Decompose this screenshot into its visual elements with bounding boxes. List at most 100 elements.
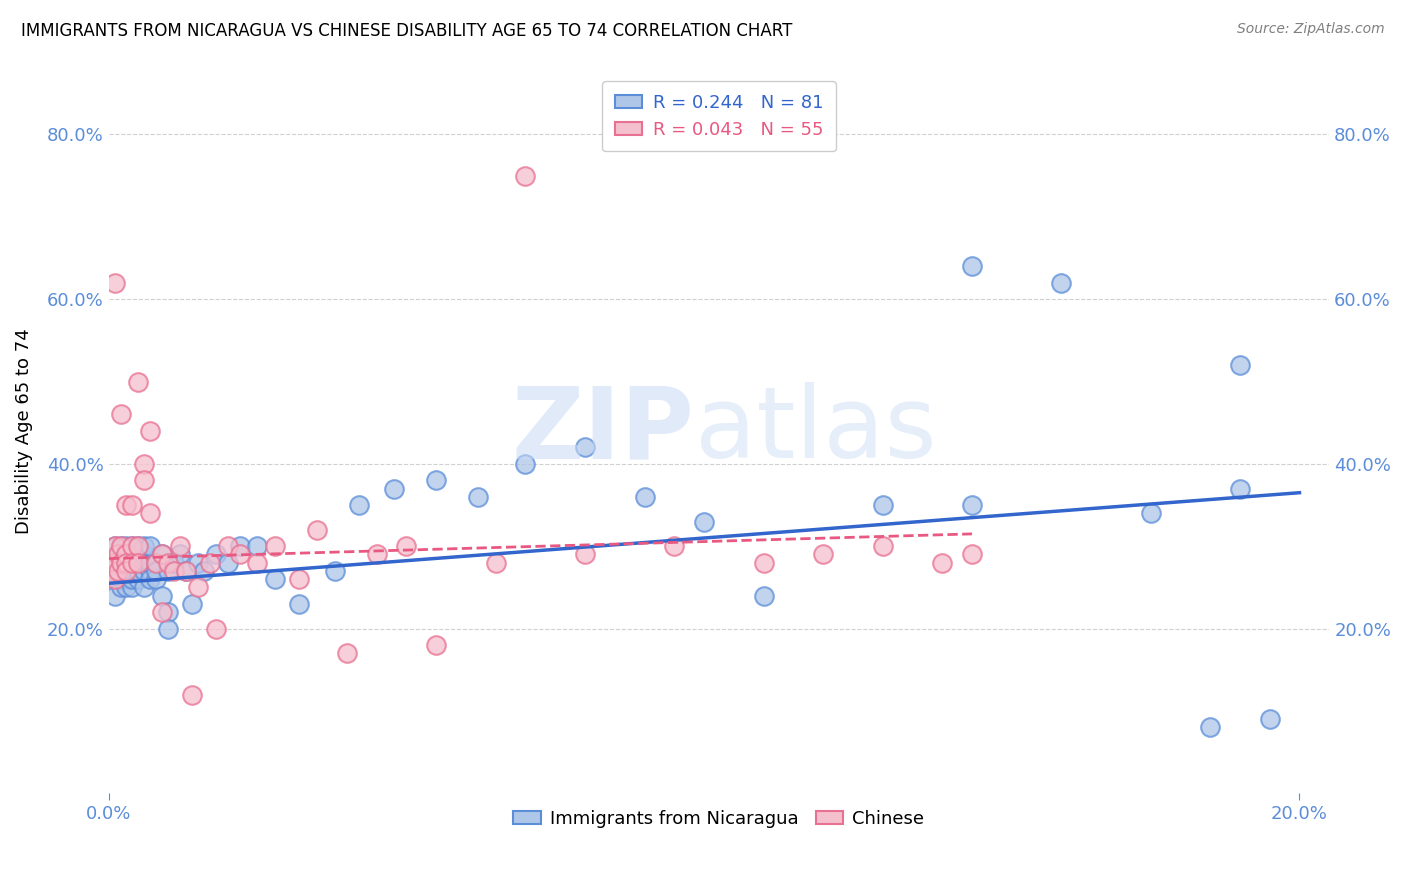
Point [121,581,143,595]
Text: Source: ZipAtlas.com: Source: ZipAtlas.com [1237,22,1385,37]
Point [467,490,489,504]
Point [134,457,156,471]
Point [633,490,655,504]
Point [217,556,239,570]
Point [1229,358,1251,372]
Point [872,498,894,512]
Point [121,564,143,578]
Point [204,622,226,636]
Point [110,556,132,570]
Point [139,506,162,520]
Point [1258,712,1281,726]
Point [115,572,138,586]
Point [425,474,447,488]
Point [134,564,156,578]
Point [139,572,162,586]
Point [150,548,173,562]
Point [246,556,269,570]
Point [960,498,983,512]
Point [121,548,143,562]
Point [264,572,287,586]
Point [121,564,143,578]
Point [181,688,204,702]
Point [752,556,775,570]
Point [145,556,167,570]
Point [121,498,143,512]
Point [115,539,138,553]
Point [127,548,149,562]
Point [515,169,537,183]
Point [107,564,129,578]
Point [121,572,143,586]
Point [115,564,138,578]
Point [134,548,156,562]
Point [115,548,138,562]
Point [127,556,149,570]
Point [121,556,143,570]
Point [1139,506,1161,520]
Point [134,539,156,553]
Point [103,556,125,570]
Point [169,548,191,562]
Point [110,539,132,553]
Point [181,597,204,611]
Point [157,622,180,636]
Point [127,572,149,586]
Point [110,539,132,553]
Point [193,564,215,578]
Point [134,556,156,570]
Point [395,539,418,553]
Point [228,548,250,562]
Point [384,482,406,496]
Point [112,564,135,578]
Y-axis label: Disability Age 65 to 74: Disability Age 65 to 74 [15,328,32,533]
Point [107,564,129,578]
Point [872,539,894,553]
Point [960,259,983,273]
Point [163,556,186,570]
Point [574,548,596,562]
Point [103,539,125,553]
Point [336,646,359,660]
Text: IMMIGRANTS FROM NICARAGUA VS CHINESE DISABILITY AGE 65 TO 74 CORRELATION CHART: IMMIGRANTS FROM NICARAGUA VS CHINESE DIS… [21,22,793,40]
Point [110,408,132,422]
Point [145,564,167,578]
Point [139,424,162,438]
Point [121,539,143,553]
Point [103,572,125,586]
Point [305,523,328,537]
Point [103,572,125,586]
Point [110,556,132,570]
Point [127,539,149,553]
Point [1050,276,1073,290]
Point [145,572,167,586]
Legend: Immigrants from Nicaragua, Chinese: Immigrants from Nicaragua, Chinese [506,803,932,835]
Point [288,572,311,586]
Point [115,564,138,578]
Point [115,548,138,562]
Point [157,605,180,619]
Point [811,548,834,562]
Point [115,556,138,570]
Point [204,548,226,562]
Point [217,539,239,553]
Point [157,556,180,570]
Point [1199,721,1222,735]
Point [107,548,129,562]
Point [1229,482,1251,496]
Point [112,556,135,570]
Point [107,548,129,562]
Point [752,589,775,603]
Point [228,539,250,553]
Point [931,556,953,570]
Point [960,548,983,562]
Point [115,581,138,595]
Point [115,498,138,512]
Text: atlas: atlas [695,383,936,479]
Point [150,548,173,562]
Point [145,556,167,570]
Point [174,564,197,578]
Point [118,572,141,586]
Point [103,276,125,290]
Point [121,539,143,553]
